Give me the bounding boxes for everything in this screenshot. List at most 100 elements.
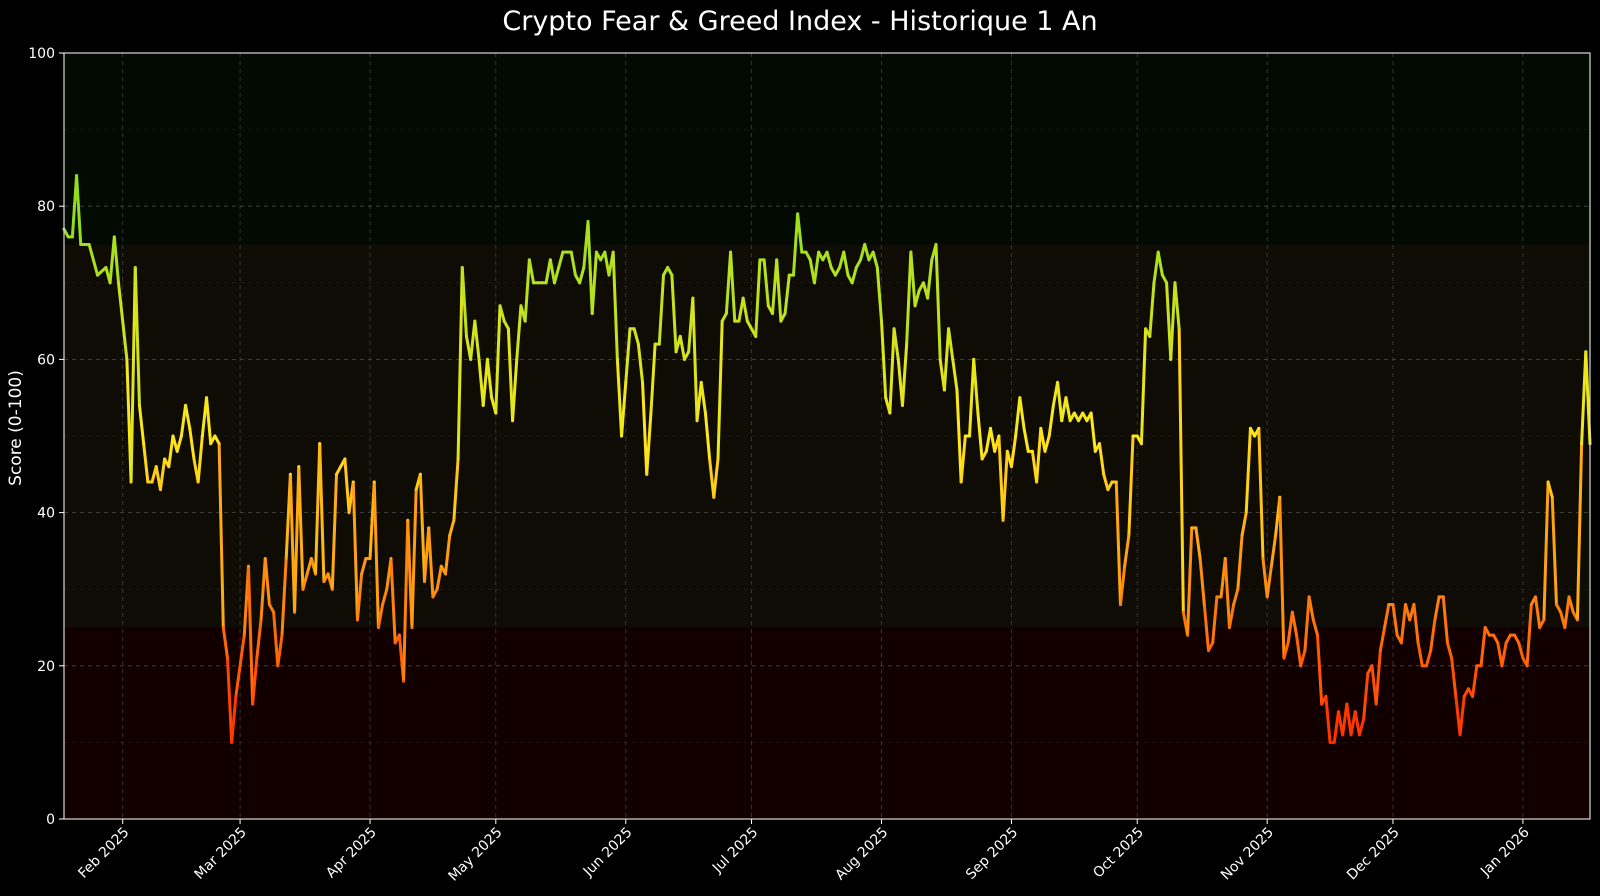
data-point	[502, 319, 506, 323]
data-point	[1538, 626, 1542, 629]
series-segment	[1232, 587, 1240, 607]
data-point	[959, 480, 963, 484]
series-segment	[712, 457, 720, 499]
data-point	[318, 442, 322, 446]
series-segment	[506, 327, 515, 423]
data-point	[683, 358, 686, 361]
series-segment	[1047, 403, 1055, 438]
series-segment	[1173, 281, 1181, 331]
data-point	[754, 335, 758, 338]
data-point	[75, 174, 78, 177]
data-point	[699, 380, 703, 384]
data-point	[1005, 449, 1009, 453]
x-tick-label: Oct 2025	[1090, 825, 1147, 882]
series-segment	[1257, 426, 1265, 561]
series-segment	[934, 243, 942, 361]
series-segment	[226, 656, 234, 744]
data-point	[1018, 396, 1022, 400]
x-tick-label: Jan 2026	[1477, 824, 1533, 880]
data-point	[1441, 595, 1445, 599]
data-point	[1358, 733, 1361, 737]
data-point	[842, 250, 846, 254]
data-point	[670, 273, 674, 277]
series-segment	[842, 250, 850, 277]
series-segment	[586, 220, 594, 315]
data-point	[251, 702, 255, 706]
data-point	[356, 618, 359, 622]
series-segment	[1445, 641, 1454, 660]
data-point	[1152, 281, 1156, 285]
series-segment	[699, 380, 707, 415]
series-segment	[976, 411, 984, 461]
data-point	[448, 534, 452, 537]
data-point	[1567, 595, 1571, 599]
data-point	[1173, 281, 1177, 285]
data-point	[1508, 633, 1512, 637]
series-segment	[1295, 633, 1303, 668]
data-point	[884, 396, 888, 400]
series-segment	[611, 250, 619, 361]
data-point	[787, 273, 791, 277]
data-point	[1072, 411, 1076, 415]
data-point	[1475, 664, 1479, 668]
series-segment	[641, 380, 649, 476]
data-point	[1471, 695, 1475, 698]
data-point	[800, 250, 804, 254]
data-point	[1307, 595, 1311, 599]
data-point	[175, 449, 179, 453]
series-segment	[158, 457, 167, 492]
data-point	[1496, 641, 1500, 645]
data-point	[569, 250, 573, 254]
series-segment	[1269, 534, 1278, 568]
series-segment	[251, 656, 259, 706]
series-segment	[1324, 694, 1332, 744]
series-segment	[955, 388, 963, 484]
data-point	[1412, 603, 1416, 606]
y-tick-label: 40	[37, 506, 55, 522]
data-point	[1550, 495, 1554, 499]
data-point	[410, 626, 414, 629]
data-point	[590, 312, 594, 315]
data-point	[1119, 603, 1122, 606]
series-segment	[620, 380, 628, 438]
data-point	[565, 250, 569, 254]
data-point	[1525, 664, 1529, 668]
data-point	[1160, 273, 1164, 277]
series-segment	[1014, 396, 1022, 438]
data-point	[649, 411, 653, 415]
series-segment	[1123, 534, 1131, 568]
data-point	[1085, 419, 1089, 423]
data-point	[192, 457, 196, 461]
data-point	[1374, 702, 1378, 706]
x-tick-label: Sep 2025	[963, 825, 1021, 883]
data-point	[301, 587, 305, 591]
data-point	[1450, 656, 1454, 660]
data-point	[758, 258, 762, 262]
data-point	[867, 258, 871, 262]
data-point	[481, 403, 485, 407]
y-tick-label: 0	[46, 812, 55, 828]
series-segment	[1412, 603, 1420, 645]
data-point	[1299, 664, 1303, 668]
data-point	[846, 273, 850, 277]
data-point	[268, 603, 271, 606]
data-point	[779, 319, 783, 323]
data-point	[922, 281, 925, 285]
series-segment	[1009, 434, 1018, 469]
data-point	[1517, 641, 1521, 645]
data-point	[96, 273, 99, 277]
series-segment	[1114, 480, 1122, 607]
data-point	[1035, 480, 1039, 484]
data-point	[1542, 618, 1546, 622]
data-point	[418, 472, 422, 476]
series-segment	[850, 265, 858, 285]
series-segment	[133, 265, 141, 407]
data-point	[1425, 664, 1428, 668]
series-segment	[913, 288, 921, 308]
series-segment	[657, 273, 665, 346]
data-point	[1399, 641, 1403, 645]
data-point	[1492, 633, 1495, 637]
data-point	[460, 266, 464, 269]
data-point	[247, 564, 250, 568]
series-segment	[460, 265, 468, 338]
